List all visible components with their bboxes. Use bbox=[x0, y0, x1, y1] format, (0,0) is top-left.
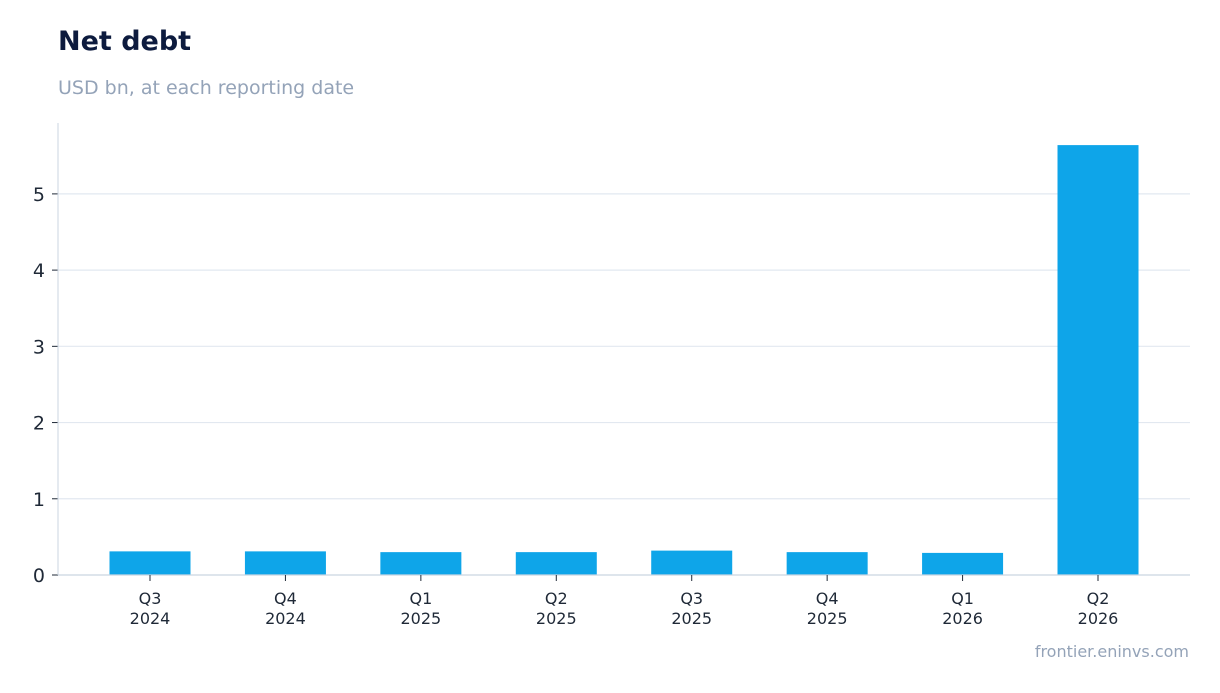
bars bbox=[109, 145, 1139, 575]
x-tick-label-line: Q2 bbox=[1087, 589, 1110, 608]
x-tick-label-line: 2026 bbox=[942, 609, 983, 628]
axes bbox=[52, 123, 1190, 581]
source-credit: frontier.eninvs.com bbox=[1034, 642, 1189, 661]
x-tick-label-line: 2024 bbox=[265, 609, 306, 628]
x-tick-label-line: 2025 bbox=[401, 609, 442, 628]
x-tick-label-line: 2024 bbox=[130, 609, 171, 628]
x-tick-label-6: Q1 2026 bbox=[942, 589, 983, 628]
x-tick-label-line: 2026 bbox=[1078, 609, 1119, 628]
bar-7 bbox=[1057, 145, 1139, 575]
x-tick-label-2: Q1 2025 bbox=[401, 589, 442, 628]
bar-3 bbox=[515, 552, 597, 575]
x-tick-label-line: 2025 bbox=[671, 609, 712, 628]
x-tick-label-line: Q4 bbox=[816, 589, 839, 608]
x-tick-label-0: Q3 2024 bbox=[130, 589, 171, 628]
bar-0 bbox=[109, 551, 191, 575]
x-tick-label-7: Q2 2026 bbox=[1078, 589, 1119, 628]
y-tick-label-5: 5 bbox=[33, 184, 45, 206]
x-tick-label-line: Q3 bbox=[680, 589, 703, 608]
x-tick-label-line: Q4 bbox=[274, 589, 297, 608]
x-tick-label-4: Q3 2025 bbox=[671, 589, 712, 628]
gridlines bbox=[58, 193, 1190, 500]
x-tick-label-5: Q4 2025 bbox=[807, 589, 848, 628]
chart-title: Net debt bbox=[58, 26, 192, 57]
x-tick-label-line: Q3 bbox=[139, 589, 162, 608]
x-tick-label-line: Q1 bbox=[951, 589, 974, 608]
bar-2 bbox=[380, 552, 462, 575]
bar-5 bbox=[786, 552, 868, 575]
bar-6 bbox=[922, 552, 1004, 575]
x-tick-label-line: 2025 bbox=[807, 609, 848, 628]
y-tick-label-0: 0 bbox=[33, 565, 45, 587]
y-tick-label-1: 1 bbox=[33, 489, 45, 511]
chart-subtitle: USD bn, at each reporting date bbox=[58, 77, 355, 99]
x-tick-label-3: Q2 2025 bbox=[536, 589, 577, 628]
x-tick-label-1: Q4 2024 bbox=[265, 589, 306, 628]
y-tick-label-2: 2 bbox=[33, 413, 45, 435]
x-tick-label-line: 2025 bbox=[536, 609, 577, 628]
y-tick-label-3: 3 bbox=[33, 336, 45, 358]
x-tick-label-line: Q1 bbox=[409, 589, 432, 608]
bar-1 bbox=[244, 551, 326, 575]
x-tick-label-line: Q2 bbox=[545, 589, 568, 608]
bar-4 bbox=[651, 550, 733, 575]
y-tick-label-4: 4 bbox=[33, 260, 45, 282]
